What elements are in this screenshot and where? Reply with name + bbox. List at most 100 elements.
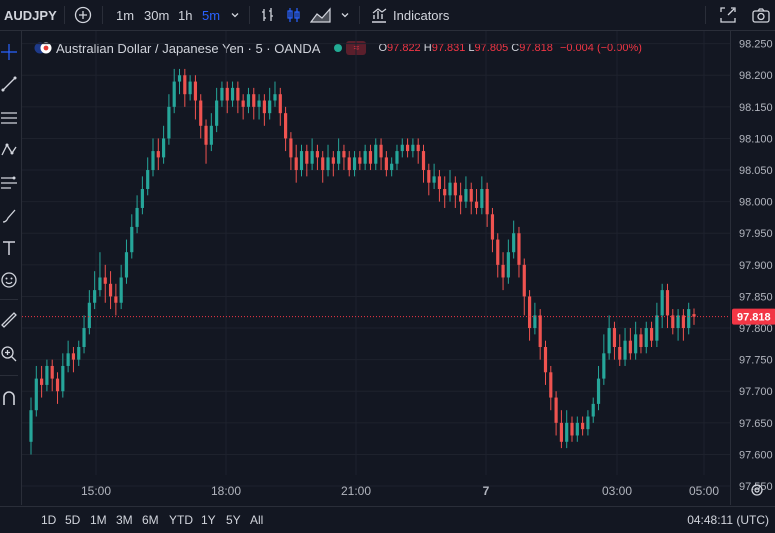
candle-body (209, 125, 213, 145)
price-axis[interactable]: 98.250 98.200 98.150 98.100 98.050 98.000 97.9… (730, 31, 775, 505)
candle (199, 94, 203, 139)
range-5y[interactable]: 5Y (226, 513, 241, 527)
snapshot-button[interactable] (751, 0, 771, 30)
candle (130, 214, 134, 259)
bar-style-button[interactable] (259, 0, 277, 30)
candle-body (172, 81, 176, 107)
candle (639, 328, 643, 354)
candle (543, 340, 548, 385)
patterns-icon[interactable] (0, 141, 18, 159)
bars-icon (262, 8, 273, 21)
candle (379, 138, 383, 171)
range-ytd[interactable]: YTD (169, 513, 193, 527)
candle (411, 138, 415, 158)
add-symbol-button[interactable] (74, 0, 92, 30)
utc-clock[interactable]: 04:48:11 (UTC) (687, 513, 769, 527)
fullscreen-button[interactable] (719, 0, 737, 30)
candle-body (602, 353, 606, 379)
symbol-title[interactable]: Australian Dollar / Japanese Yen · 5 · O… (56, 40, 321, 56)
low-value: 97.805 (474, 42, 509, 54)
candle-body (400, 144, 404, 152)
interval-30m[interactable]: 30m (144, 7, 170, 23)
candle (331, 151, 335, 177)
interval-dropdown[interactable] (229, 0, 241, 30)
candle-body (347, 157, 351, 171)
indicators-button[interactable]: Indicators (370, 0, 449, 30)
candle-body (230, 87, 235, 101)
zoom-in-icon[interactable] (0, 345, 18, 363)
candle (368, 144, 373, 171)
candle (474, 189, 479, 215)
price-chart[interactable]: 15:00 18:00 21:00 7 03:00 05:00 (22, 31, 730, 505)
area-style-button[interactable] (310, 0, 332, 30)
candle (618, 334, 622, 366)
range-3m[interactable]: 3M (116, 513, 133, 527)
candle (533, 302, 537, 335)
candle-body (146, 170, 150, 189)
ruler-icon[interactable] (0, 311, 18, 329)
candles-style-button[interactable] (285, 0, 303, 30)
au-jp-flags-icon (34, 42, 52, 54)
candle-body (236, 87, 240, 101)
candle-body (649, 328, 654, 341)
range-all[interactable]: All (250, 513, 264, 527)
magnet-icon[interactable] (0, 389, 18, 407)
symbol-search[interactable]: AUDJPY (4, 7, 57, 23)
price-tick-label: 97.600 (739, 449, 773, 461)
candle-body (533, 315, 537, 329)
text-tool-icon[interactable] (0, 239, 18, 257)
range-6m[interactable]: 6M (142, 513, 159, 527)
candle (459, 182, 463, 215)
forecasting-icon[interactable] (0, 174, 18, 192)
candle (432, 163, 436, 189)
candle (660, 283, 664, 329)
low-key: L (468, 42, 475, 54)
range-1y[interactable]: 1Y (201, 513, 216, 527)
interval-1h[interactable]: 1h (178, 7, 193, 23)
brush-icon[interactable] (0, 207, 18, 225)
range-5d[interactable]: 5D (65, 513, 81, 527)
candle-body (575, 422, 579, 436)
range-1m[interactable]: 1M (90, 513, 107, 527)
candle-body (135, 207, 139, 227)
candle-body (82, 328, 86, 347)
candle-body (512, 233, 516, 253)
gear-icon[interactable] (751, 484, 763, 496)
chart-style-dropdown[interactable] (339, 0, 351, 30)
change-value: −0.004 (−0.00%) (559, 42, 642, 54)
interval-5m[interactable]: 5m (202, 7, 221, 23)
candle-body (87, 302, 91, 329)
candle (655, 302, 659, 347)
candle (517, 226, 521, 278)
candle (390, 157, 394, 177)
fib-retracement-icon[interactable] (0, 109, 18, 127)
candle-body (644, 328, 648, 347)
toolbar-divider (64, 6, 65, 24)
candle-body (469, 189, 473, 202)
interval-1m[interactable]: 1m (116, 7, 135, 23)
price-tick-label: 98.200 (739, 70, 773, 82)
candle (103, 264, 107, 303)
candle (676, 309, 680, 341)
emoji-icon[interactable] (0, 271, 18, 289)
crosshair-icon[interactable] (0, 43, 18, 61)
candle-body (459, 195, 463, 202)
candle (262, 94, 266, 126)
range-1d[interactable]: 1D (41, 513, 57, 527)
candle (246, 87, 251, 114)
candle-body (581, 422, 585, 430)
candle (522, 258, 526, 316)
candle-body (199, 100, 203, 126)
trend-line-icon[interactable] (0, 75, 18, 93)
candle-body (294, 157, 298, 171)
candle (66, 340, 70, 373)
candle (649, 321, 654, 347)
candle (124, 239, 129, 284)
candle-body (559, 422, 563, 442)
candle-body (193, 81, 198, 101)
candle-body (517, 233, 521, 265)
candle (284, 106, 288, 152)
candle (156, 138, 160, 171)
high-value: 97.831 (431, 42, 466, 54)
close-value: 97.818 (519, 42, 553, 54)
